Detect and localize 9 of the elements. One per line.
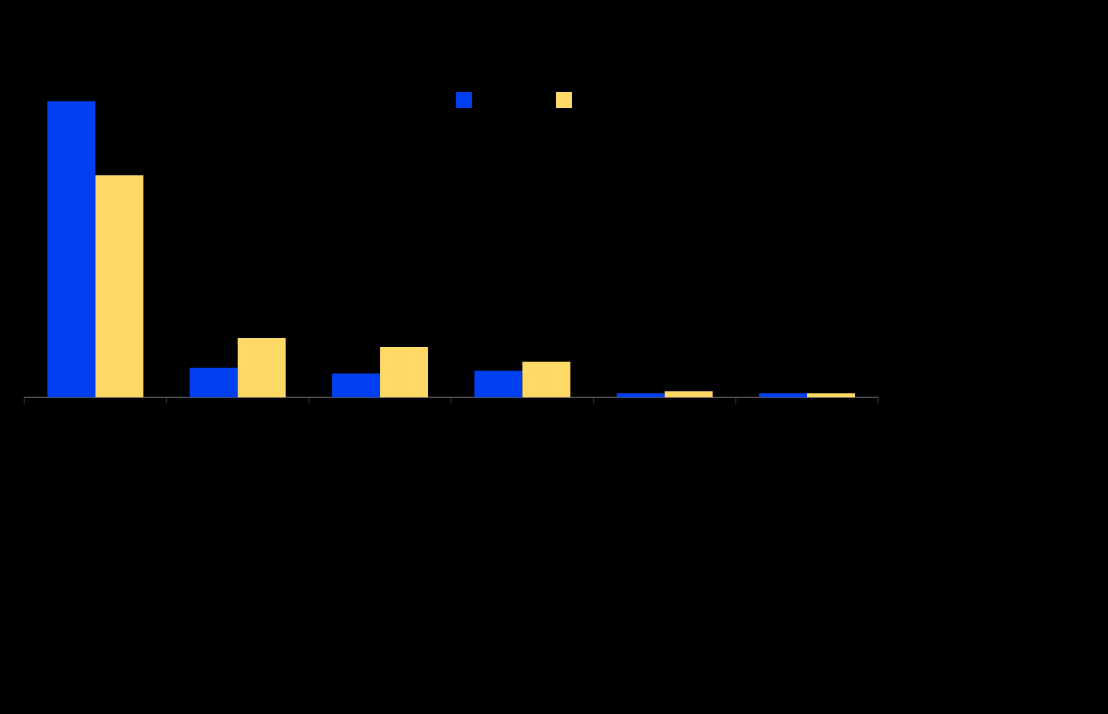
bar xyxy=(474,370,523,398)
bar xyxy=(332,373,381,398)
bar xyxy=(237,338,286,398)
bar xyxy=(189,367,238,398)
bar xyxy=(664,391,713,398)
bar xyxy=(522,361,571,398)
bar xyxy=(380,346,429,398)
bar xyxy=(47,101,96,398)
bar xyxy=(95,175,144,398)
